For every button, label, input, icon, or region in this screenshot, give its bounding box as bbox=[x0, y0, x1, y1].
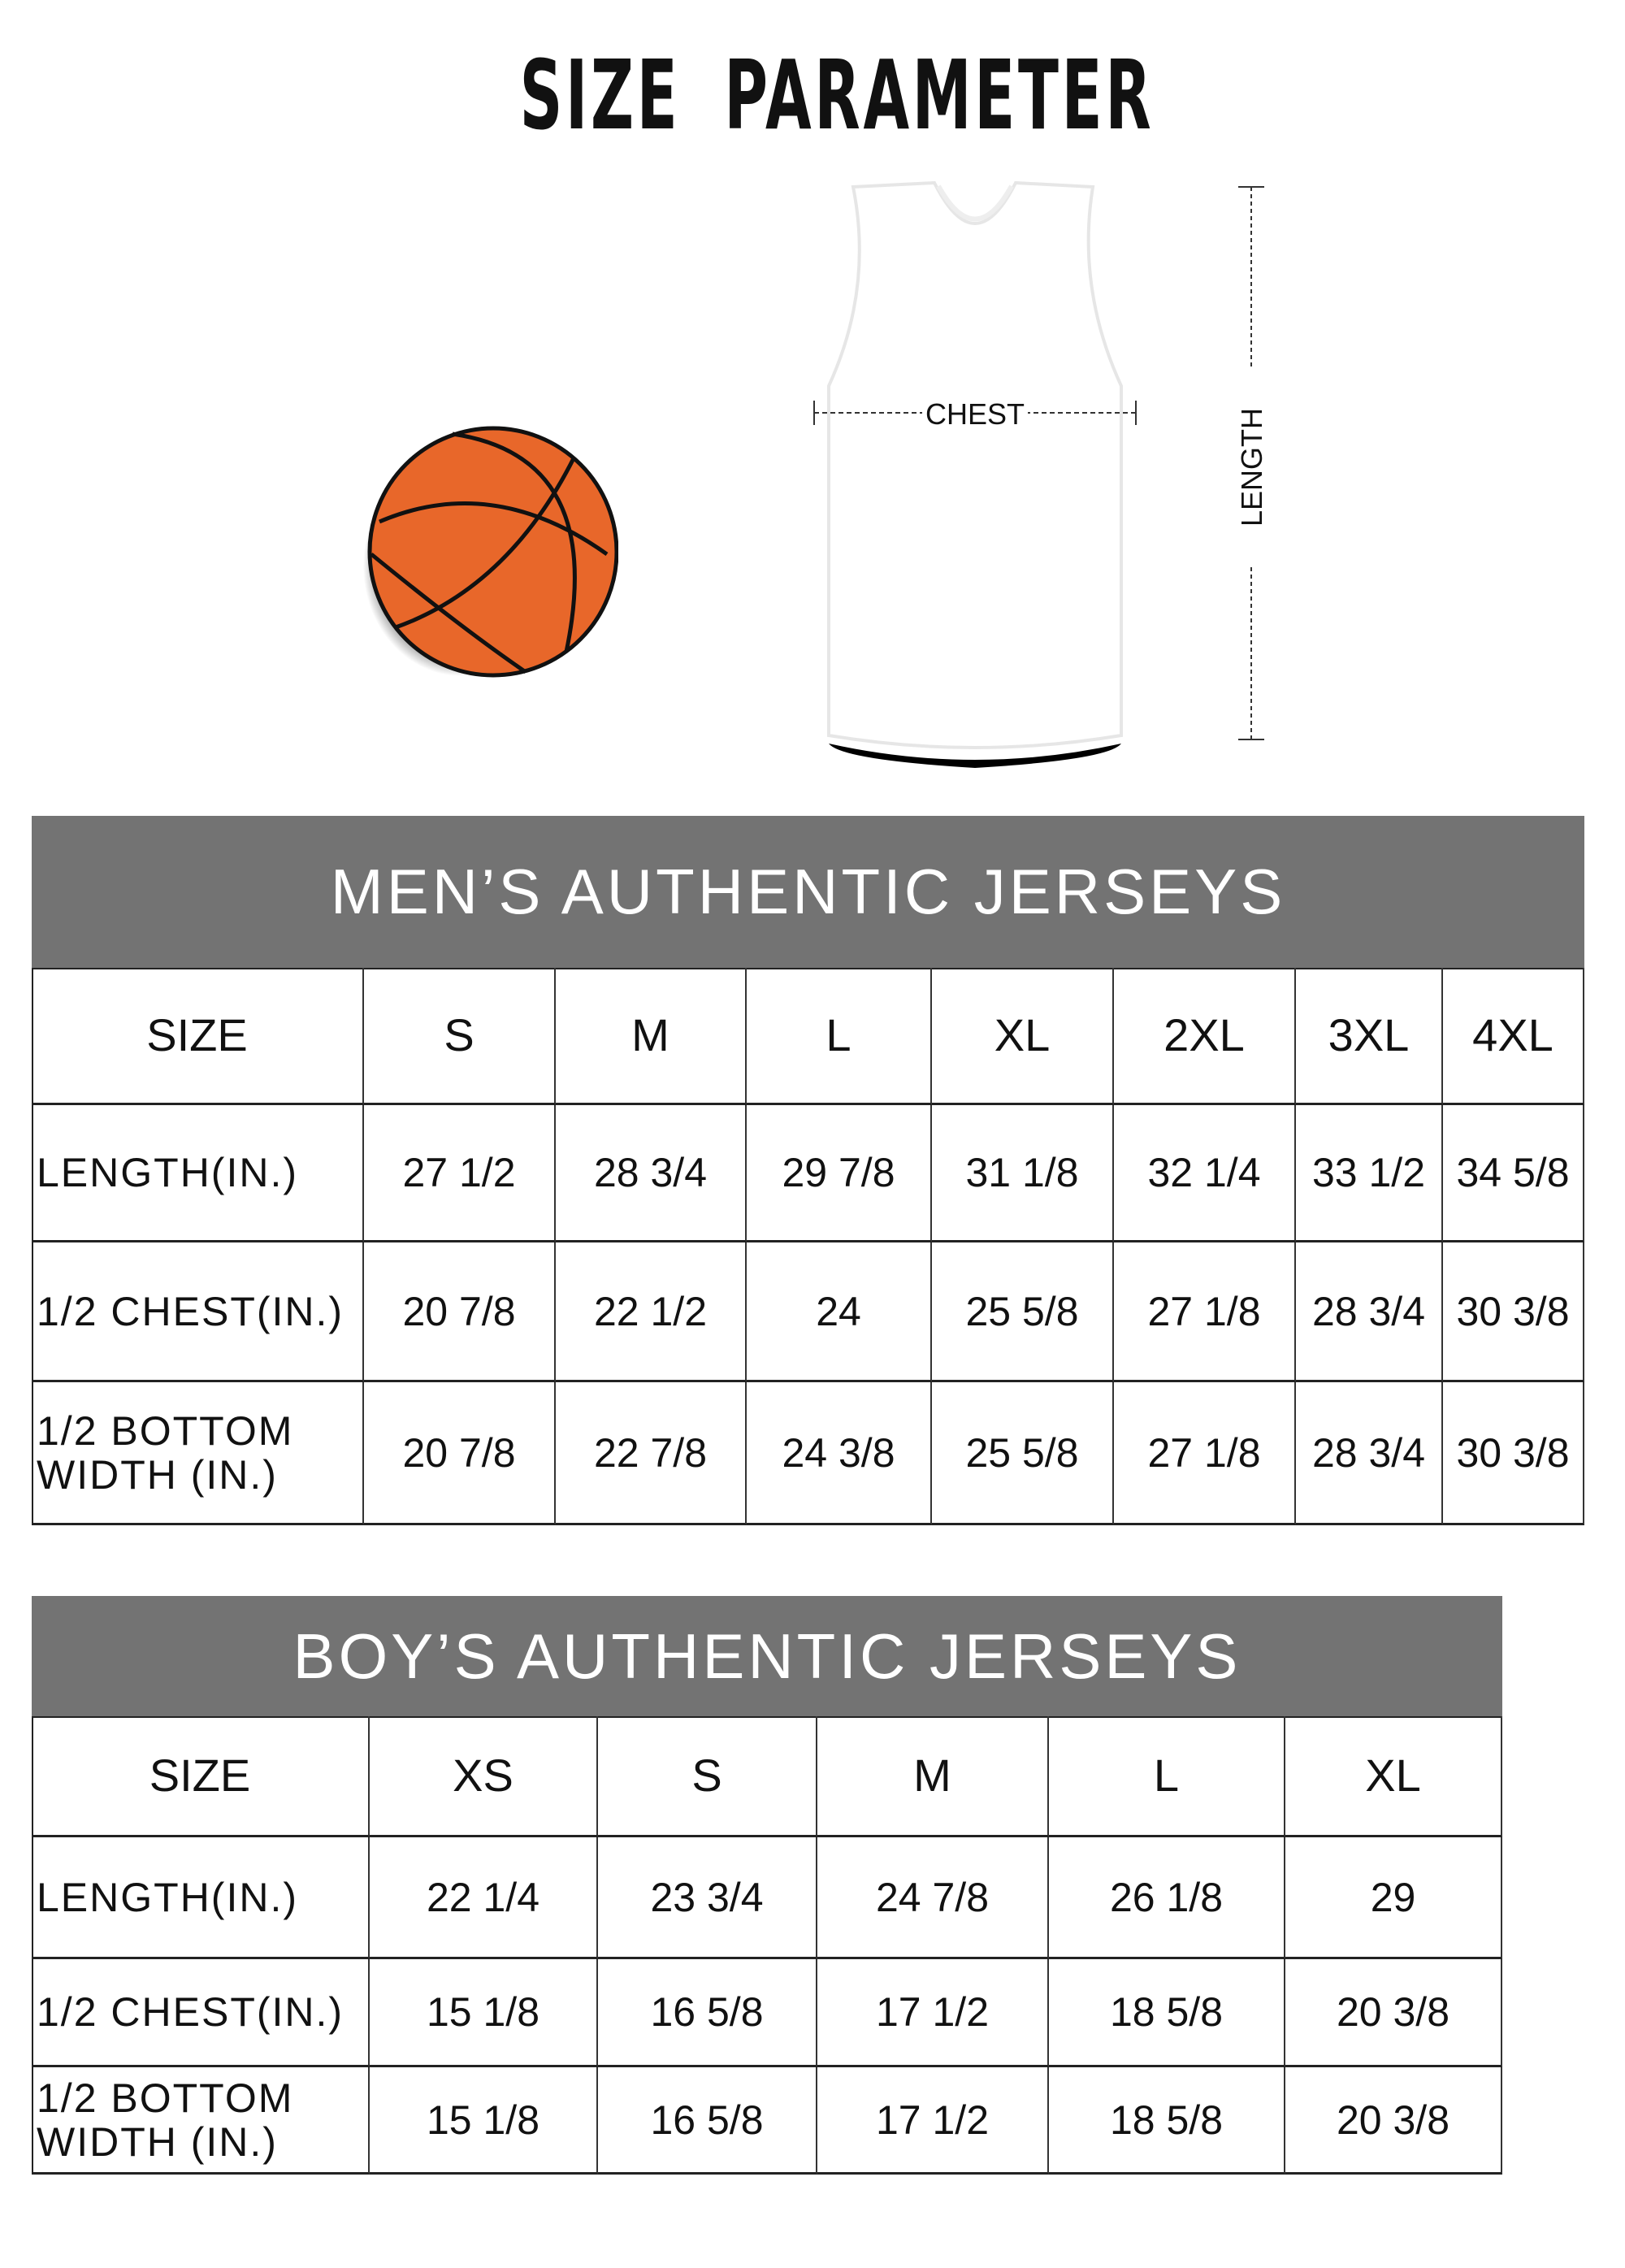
page-title: SIZE PARAMETER bbox=[519, 39, 1155, 151]
table-cell: 17 1/2 bbox=[817, 2067, 1049, 2175]
table-cell: 31 1/8 bbox=[932, 1105, 1114, 1242]
row-label: 1/2 BOTTOM WIDTH (IN.) bbox=[32, 2067, 370, 2175]
table-cell: 18 5/8 bbox=[1049, 2067, 1285, 2175]
column-header: 2XL bbox=[1114, 968, 1296, 1105]
table-cell: 20 7/8 bbox=[364, 1242, 556, 1382]
boys-table-heading: BOY’S AUTHENTIC JERSEYS bbox=[32, 1596, 1502, 1716]
table-cell: 28 3/4 bbox=[556, 1105, 747, 1242]
column-header-size: SIZE bbox=[32, 1716, 370, 1837]
length-indicator: LENGTH bbox=[1235, 186, 1268, 740]
row-label: LENGTH(IN.) bbox=[32, 1105, 364, 1242]
table-cell: 22 1/2 bbox=[556, 1242, 747, 1382]
table-cell: 25 5/8 bbox=[932, 1382, 1114, 1525]
table-cell: 23 3/4 bbox=[598, 1837, 817, 1959]
table-cell: 18 5/8 bbox=[1049, 1959, 1285, 2067]
table-cell: 27 1/8 bbox=[1114, 1242, 1296, 1382]
column-header: M bbox=[817, 1716, 1049, 1837]
table-cell: 15 1/8 bbox=[370, 1959, 598, 2067]
table-cell: 22 1/4 bbox=[370, 1837, 598, 1959]
table-cell: 16 5/8 bbox=[598, 1959, 817, 2067]
column-header: L bbox=[1049, 1716, 1285, 1837]
row-label: 1/2 CHEST(IN.) bbox=[32, 1242, 364, 1382]
table-cell: 29 bbox=[1285, 1837, 1502, 1959]
table-cell: 20 3/8 bbox=[1285, 1959, 1502, 2067]
column-header: XL bbox=[932, 968, 1114, 1105]
table-cell: 30 3/8 bbox=[1443, 1242, 1584, 1382]
row-label: LENGTH(IN.) bbox=[32, 1837, 370, 1959]
table-cell: 32 1/4 bbox=[1114, 1105, 1296, 1242]
column-header: 4XL bbox=[1443, 968, 1584, 1105]
table-cell: 25 5/8 bbox=[932, 1242, 1114, 1382]
table-cell: 28 3/4 bbox=[1296, 1382, 1443, 1525]
column-header-size: SIZE bbox=[32, 968, 364, 1105]
table-cell: 26 1/8 bbox=[1049, 1837, 1285, 1959]
column-header: 3XL bbox=[1296, 968, 1443, 1105]
column-header: XS bbox=[370, 1716, 598, 1837]
basketball-icon bbox=[363, 426, 618, 678]
table-cell: 27 1/8 bbox=[1114, 1382, 1296, 1525]
chest-label: CHEST bbox=[925, 397, 1025, 431]
table-cell: 24 3/8 bbox=[747, 1382, 932, 1525]
table-cell: 20 7/8 bbox=[364, 1382, 556, 1525]
table-cell: 22 7/8 bbox=[556, 1382, 747, 1525]
table-cell: 24 bbox=[747, 1242, 932, 1382]
jersey-diagram: CHEST bbox=[813, 180, 1137, 768]
table-cell: 17 1/2 bbox=[817, 1959, 1049, 2067]
row-label: 1/2 BOTTOM WIDTH (IN.) bbox=[32, 1382, 364, 1525]
table-cell: 27 1/2 bbox=[364, 1105, 556, 1242]
table-cell: 24 7/8 bbox=[817, 1837, 1049, 1959]
table-cell: 29 7/8 bbox=[747, 1105, 932, 1242]
table-cell: 33 1/2 bbox=[1296, 1105, 1443, 1242]
length-label: LENGTH bbox=[1235, 408, 1268, 527]
column-header: L bbox=[747, 968, 932, 1105]
column-header: M bbox=[556, 968, 747, 1105]
table-cell: 20 3/8 bbox=[1285, 2067, 1502, 2175]
table-cell: 30 3/8 bbox=[1443, 1382, 1584, 1525]
table-cell: 28 3/4 bbox=[1296, 1242, 1443, 1382]
table-cell: 15 1/8 bbox=[370, 2067, 598, 2175]
column-header: XL bbox=[1285, 1716, 1502, 1837]
row-label: 1/2 CHEST(IN.) bbox=[32, 1959, 370, 2067]
column-header: S bbox=[598, 1716, 817, 1837]
column-header: S bbox=[364, 968, 556, 1105]
table-cell: 34 5/8 bbox=[1443, 1105, 1584, 1242]
mens-table-heading: MEN’S AUTHENTIC JERSEYS bbox=[32, 816, 1584, 968]
table-cell: 16 5/8 bbox=[598, 2067, 817, 2175]
